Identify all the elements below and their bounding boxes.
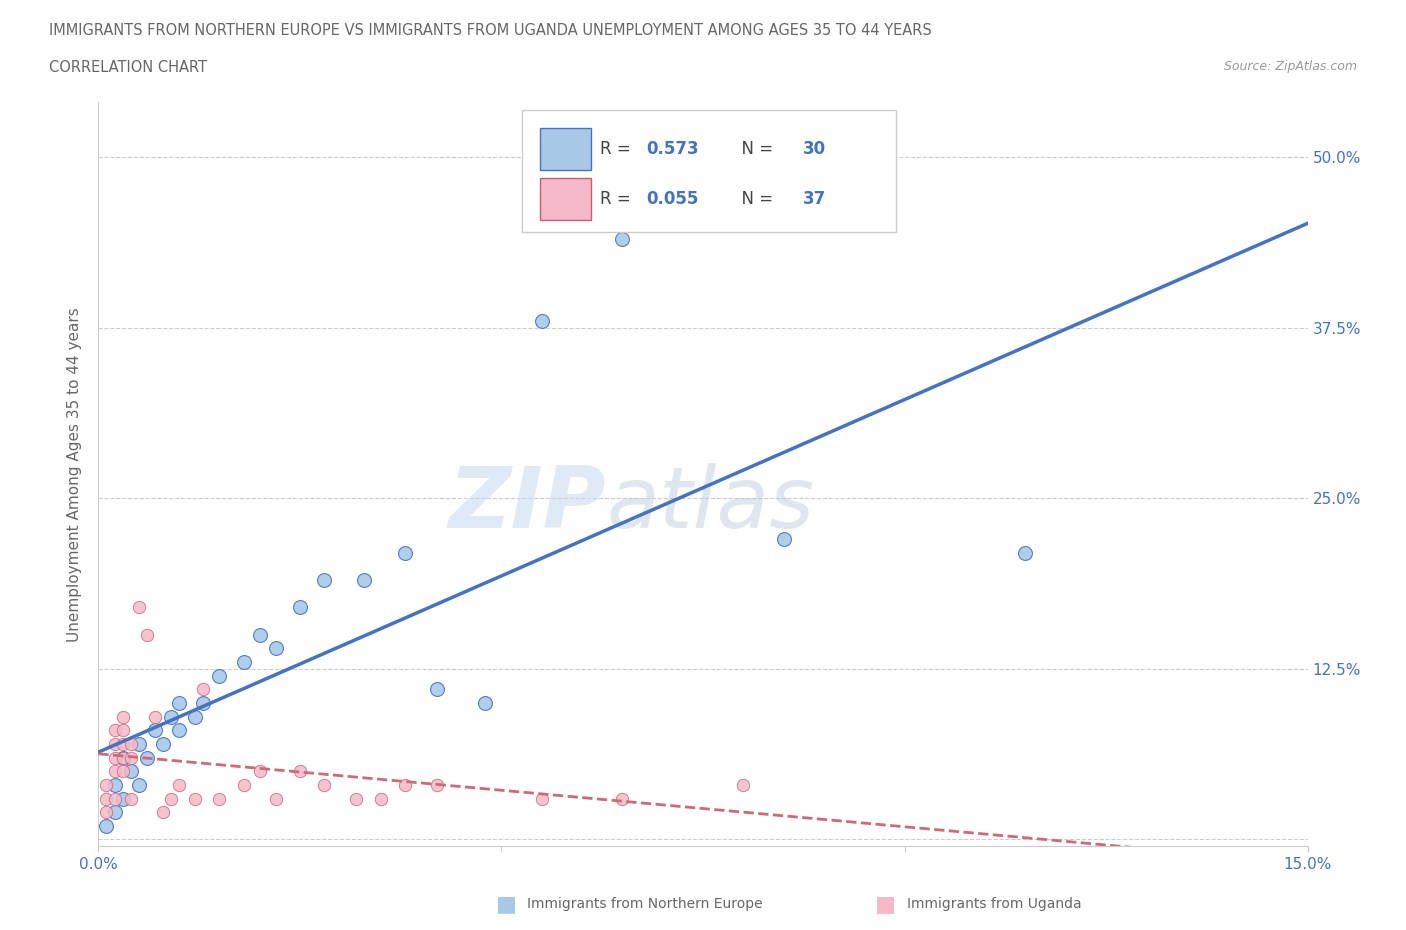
Point bbox=[152, 737, 174, 751]
Text: Immigrants from Northern Europe: Immigrants from Northern Europe bbox=[527, 897, 763, 911]
Text: N =: N = bbox=[731, 190, 778, 208]
Text: 37: 37 bbox=[803, 190, 827, 208]
Point bbox=[111, 710, 134, 724]
Point bbox=[111, 764, 134, 778]
Text: 30: 30 bbox=[803, 140, 827, 158]
Text: N =: N = bbox=[731, 140, 778, 158]
Point bbox=[96, 818, 118, 833]
Point bbox=[152, 804, 174, 819]
Point bbox=[103, 791, 125, 806]
Point bbox=[103, 737, 125, 751]
Point bbox=[474, 696, 496, 711]
Point bbox=[184, 710, 207, 724]
Text: IMMIGRANTS FROM NORTHERN EUROPE VS IMMIGRANTS FROM UGANDA UNEMPLOYMENT AMONG AGE: IMMIGRANTS FROM NORTHERN EUROPE VS IMMIG… bbox=[49, 23, 932, 38]
Point bbox=[193, 682, 215, 697]
Point bbox=[394, 777, 416, 792]
Text: Immigrants from Uganda: Immigrants from Uganda bbox=[907, 897, 1081, 911]
Point bbox=[1014, 545, 1036, 560]
Point bbox=[530, 791, 553, 806]
Point bbox=[264, 641, 287, 656]
Point bbox=[530, 313, 553, 328]
Point bbox=[314, 777, 336, 792]
Text: ZIP: ZIP bbox=[449, 462, 606, 546]
Text: R =: R = bbox=[600, 140, 637, 158]
Point bbox=[264, 791, 287, 806]
Point bbox=[208, 791, 231, 806]
Point bbox=[612, 232, 634, 246]
Point bbox=[111, 791, 134, 806]
Point bbox=[120, 737, 142, 751]
Point bbox=[143, 710, 166, 724]
Point bbox=[128, 737, 150, 751]
Text: 0.573: 0.573 bbox=[647, 140, 699, 158]
Point bbox=[160, 710, 183, 724]
Point bbox=[120, 751, 142, 765]
Point bbox=[120, 791, 142, 806]
Point bbox=[135, 627, 157, 642]
Point bbox=[103, 804, 125, 819]
Point bbox=[111, 737, 134, 751]
Point bbox=[288, 600, 311, 615]
Point bbox=[167, 777, 190, 792]
Point bbox=[103, 751, 125, 765]
Text: CORRELATION CHART: CORRELATION CHART bbox=[49, 60, 207, 75]
Point bbox=[344, 791, 367, 806]
Point bbox=[232, 777, 254, 792]
Point bbox=[208, 669, 231, 684]
Point bbox=[772, 532, 794, 547]
Text: Source: ZipAtlas.com: Source: ZipAtlas.com bbox=[1223, 60, 1357, 73]
Point bbox=[96, 791, 118, 806]
Point bbox=[103, 777, 125, 792]
Point bbox=[249, 627, 271, 642]
FancyBboxPatch shape bbox=[522, 110, 897, 232]
Point bbox=[128, 600, 150, 615]
Point bbox=[167, 723, 190, 737]
Point bbox=[288, 764, 311, 778]
Point bbox=[160, 791, 183, 806]
Text: atlas: atlas bbox=[606, 462, 814, 546]
Point bbox=[96, 804, 118, 819]
Point bbox=[120, 764, 142, 778]
Point bbox=[733, 777, 755, 792]
Point bbox=[143, 723, 166, 737]
Point bbox=[394, 545, 416, 560]
Text: R =: R = bbox=[600, 190, 637, 208]
Point bbox=[314, 573, 336, 588]
Point bbox=[353, 573, 375, 588]
Point bbox=[96, 777, 118, 792]
Point bbox=[103, 723, 125, 737]
Point bbox=[232, 655, 254, 670]
Point bbox=[426, 777, 449, 792]
FancyBboxPatch shape bbox=[540, 179, 591, 219]
Point bbox=[111, 723, 134, 737]
Point bbox=[103, 764, 125, 778]
Point bbox=[167, 696, 190, 711]
Point bbox=[193, 696, 215, 711]
Point bbox=[426, 682, 449, 697]
Point bbox=[135, 751, 157, 765]
Point bbox=[612, 791, 634, 806]
Point bbox=[128, 777, 150, 792]
Y-axis label: Unemployment Among Ages 35 to 44 years: Unemployment Among Ages 35 to 44 years bbox=[67, 307, 83, 642]
Point bbox=[249, 764, 271, 778]
Point bbox=[111, 751, 134, 765]
Point bbox=[370, 791, 392, 806]
Point bbox=[111, 751, 134, 765]
Point bbox=[184, 791, 207, 806]
FancyBboxPatch shape bbox=[540, 128, 591, 170]
Text: ■: ■ bbox=[496, 894, 516, 914]
Text: ■: ■ bbox=[876, 894, 896, 914]
Text: 0.055: 0.055 bbox=[647, 190, 699, 208]
